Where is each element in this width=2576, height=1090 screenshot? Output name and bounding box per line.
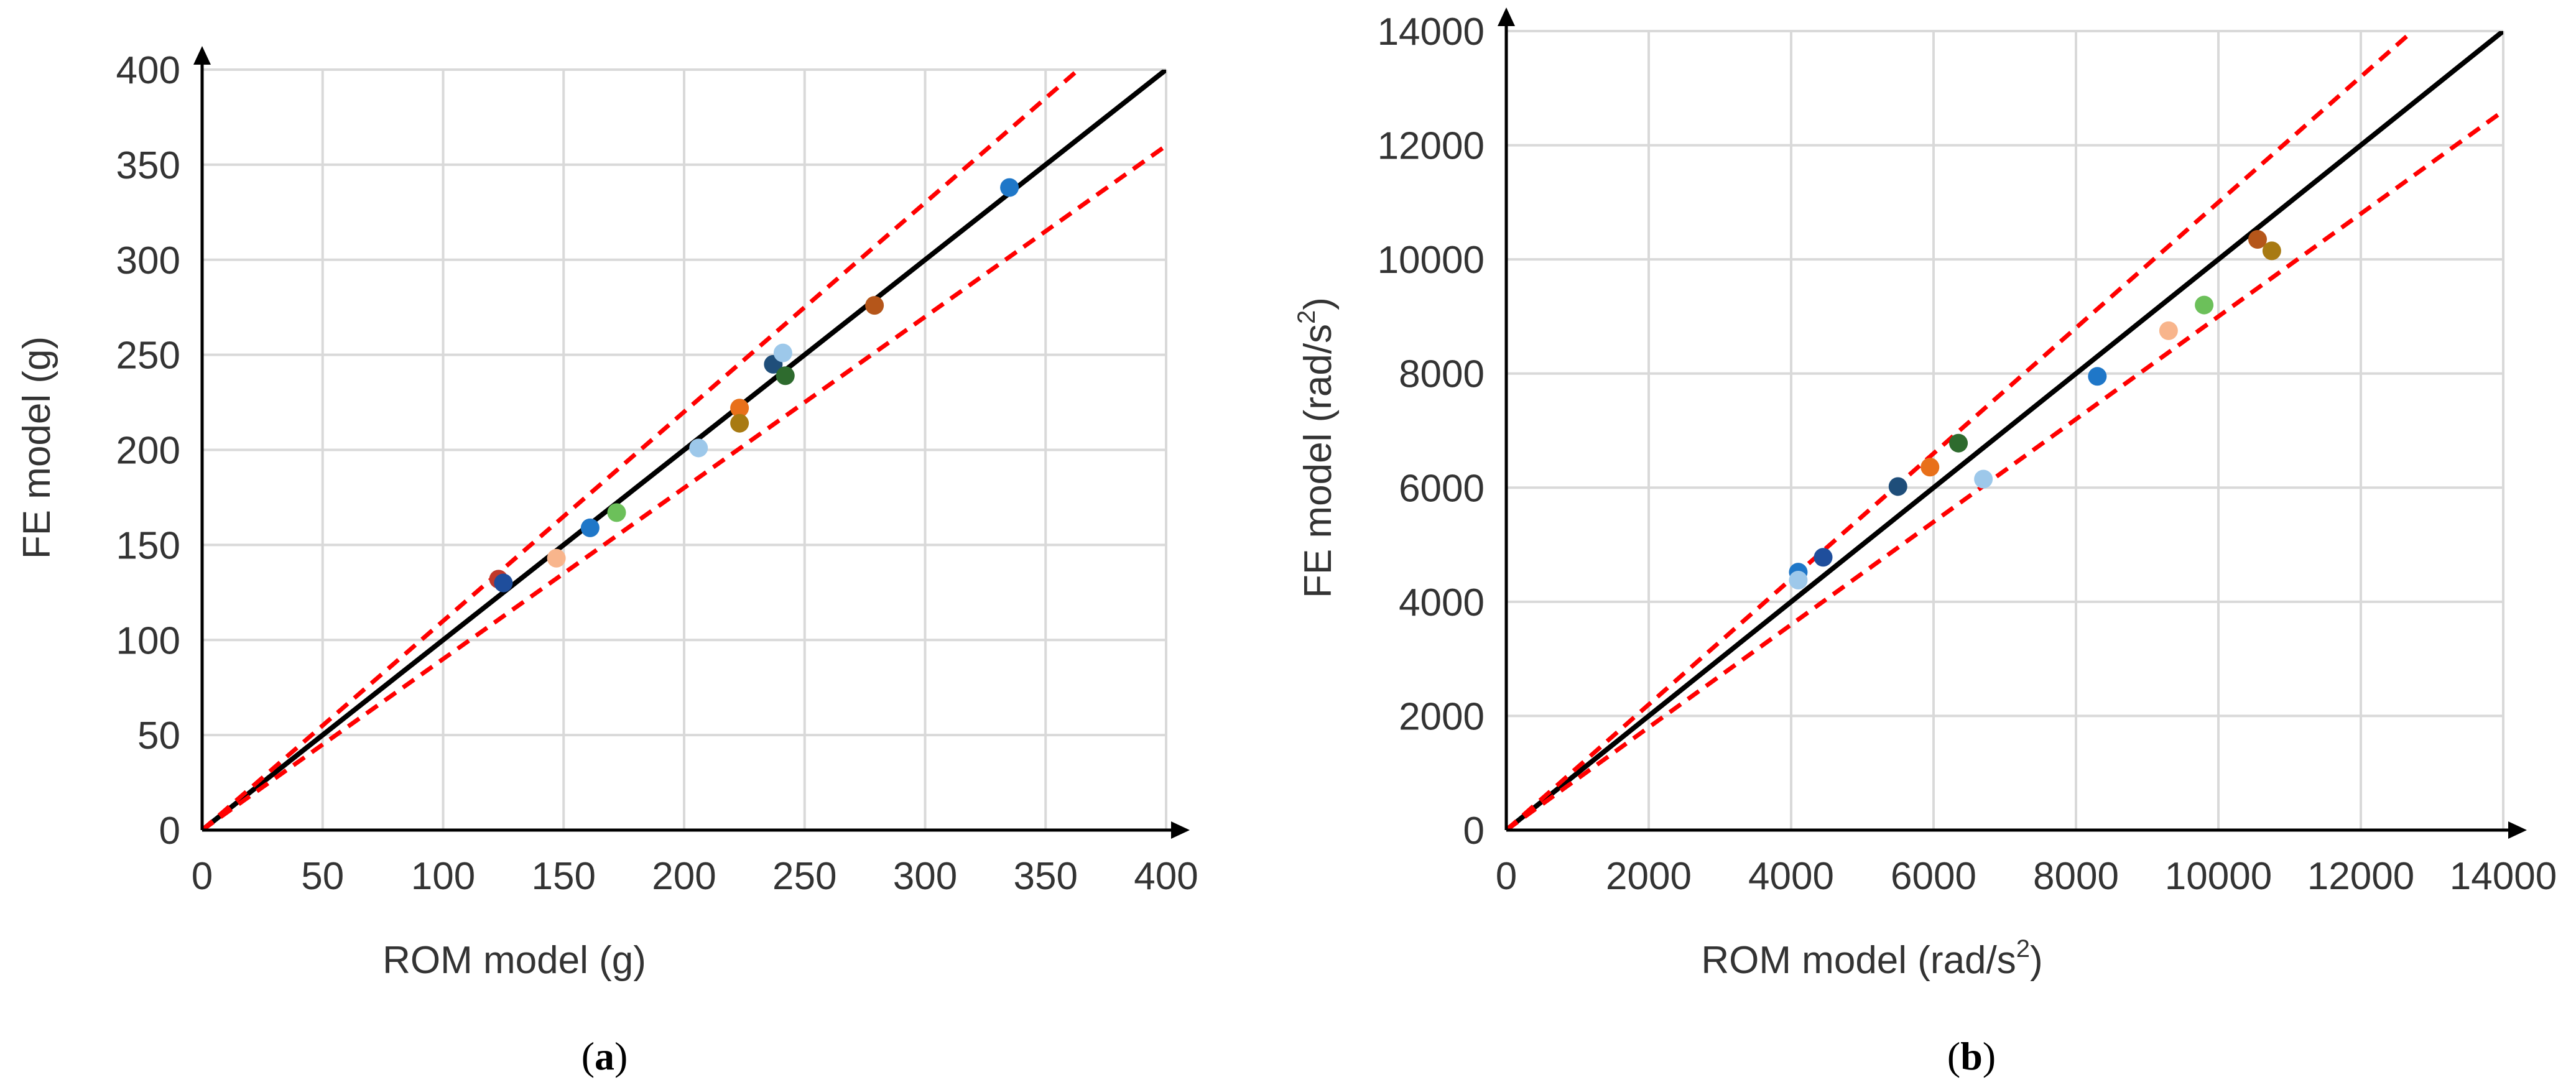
chart-b-data-point xyxy=(1949,433,1968,453)
chart-b-ref-line-y-x xyxy=(1506,31,2503,830)
chart-panel-a: 0 50 100 150 200 250 300 350 400 0 50 100 150 200 250… xyxy=(16,46,1198,1078)
chart-a-ref-line-upper-bound xyxy=(202,70,1080,830)
chart-a-y-tick-label: 300 xyxy=(116,239,180,282)
chart-b-ref-line-upper-bound xyxy=(1506,31,2414,830)
chart-b-y-tick-label: 10000 xyxy=(1378,239,1485,282)
chart-a-x-arrow xyxy=(1171,821,1190,839)
chart-a-x-tick-label: 50 xyxy=(301,855,344,898)
chart-a-axes xyxy=(193,46,1190,839)
chart-b-data-point xyxy=(2262,241,2281,261)
chart-a-data-point xyxy=(607,503,626,522)
chart-a-ref-line-y-x xyxy=(202,70,1166,830)
chart-b-data-point xyxy=(2088,367,2107,386)
chart-b-x-arrow xyxy=(2508,821,2527,839)
chart-b-data-point xyxy=(2195,295,2214,315)
chart-a-y-arrow xyxy=(193,46,211,65)
chart-b-x-tick-label: 12000 xyxy=(2307,855,2414,898)
chart-b-y-tick-label: 0 xyxy=(1463,810,1485,852)
chart-b-x-axis-title: ROM model (rad/s2) xyxy=(1701,935,2042,982)
chart-a-y-tick-label: 350 xyxy=(116,144,180,187)
chart-a-data-point xyxy=(494,573,513,593)
chart-b-x-tick-labels: 0 2000 4000 6000 8000 10000 12000 14000 xyxy=(1496,855,2557,898)
chart-b-ref-line-lower-bound xyxy=(1506,109,2503,830)
chart-b-y-tick-label: 4000 xyxy=(1399,581,1485,624)
chart-a-x-tick-label: 100 xyxy=(411,855,475,898)
chart-a-data-point xyxy=(865,296,884,315)
panel-label-b-letter: b xyxy=(1960,1034,1983,1078)
chart-a-data-point xyxy=(1000,178,1019,197)
chart-b-axes xyxy=(1498,7,2527,839)
chart-b-data-point xyxy=(1888,477,1907,496)
chart-b-x-tick-label: 0 xyxy=(1496,855,1517,898)
chart-a-data-point xyxy=(547,548,566,568)
chart-b-x-tick-label: 4000 xyxy=(1748,855,1834,898)
chart-a-data-point xyxy=(730,413,749,433)
panel-label-a: (a) xyxy=(581,1034,628,1078)
chart-a-y-tick-label: 0 xyxy=(159,810,180,852)
chart-b-x-tick-label: 6000 xyxy=(1891,855,1976,898)
chart-a-reference-lines xyxy=(202,70,1166,830)
chart-a-y-tick-label: 150 xyxy=(116,524,180,567)
chart-b-x-tick-label: 8000 xyxy=(2033,855,2119,898)
chart-a-y-tick-label: 200 xyxy=(116,430,180,473)
chart-b-data-point xyxy=(2248,230,2267,249)
chart-panel-b: 0 2000 4000 6000 8000 10000 12000 14000 0 2000 40… xyxy=(1293,7,2557,1078)
chart-b-y-tick-label: 6000 xyxy=(1399,467,1485,510)
chart-a-data-point xyxy=(730,399,749,418)
chart-a-x-tick-label: 400 xyxy=(1134,855,1198,898)
chart-b-y-tick-label: 12000 xyxy=(1378,125,1485,168)
chart-b-x-tick-label: 10000 xyxy=(2165,855,2272,898)
chart-a-data-point xyxy=(580,518,600,537)
chart-a-data-point xyxy=(773,343,792,363)
chart-a-x-tick-label: 150 xyxy=(532,855,596,898)
chart-a-points xyxy=(489,178,1019,593)
chart-b-y-arrow xyxy=(1498,7,1515,26)
chart-b-data-point xyxy=(1920,458,1940,477)
chart-b-y-tick-label: 8000 xyxy=(1399,353,1485,396)
chart-a-y-axis-title: FE model (g) xyxy=(16,336,58,559)
chart-b-reference-lines xyxy=(1506,31,2503,830)
chart-b-x-tick-label: 14000 xyxy=(2450,855,2557,898)
chart-a-x-axis-title: ROM model (g) xyxy=(382,939,646,982)
chart-a-y-tick-labels: 0 50 100 150 200 250 300 350 400 xyxy=(116,49,180,852)
chart-a-y-tick-label: 100 xyxy=(116,619,180,662)
chart-a-x-tick-label: 250 xyxy=(772,855,836,898)
chart-b-x-tick-label: 2000 xyxy=(1606,855,1692,898)
chart-a-y-tick-label: 50 xyxy=(137,714,180,757)
chart-b-y-tick-label: 2000 xyxy=(1399,695,1485,738)
chart-b-data-point xyxy=(1974,469,1993,489)
chart-a-x-tick-label: 200 xyxy=(652,855,716,898)
chart-a-x-tick-labels: 0 50 100 150 200 250 300 350 400 xyxy=(192,855,1198,898)
chart-a-data-point xyxy=(689,438,708,458)
chart-b-data-point xyxy=(1789,570,1808,589)
chart-b-data-point xyxy=(2159,321,2178,340)
chart-a-x-tick-label: 0 xyxy=(192,855,213,898)
chart-b-grid xyxy=(1506,30,2504,830)
chart-b-data-point xyxy=(1814,548,1833,567)
panel-label-b: (b) xyxy=(1947,1034,1996,1078)
chart-a-y-tick-label: 400 xyxy=(116,49,180,92)
chart-b-points xyxy=(1789,230,2281,589)
chart-b-y-tick-labels: 0 2000 4000 6000 8000 10000 12000 14000 xyxy=(1378,11,1485,852)
panel-label-a-letter: a xyxy=(595,1034,614,1078)
chart-b-y-tick-label: 14000 xyxy=(1378,11,1485,53)
chart-a-ref-line-lower-bound xyxy=(202,144,1166,830)
chart-b-y-axis-title: FE model (rad/s2) xyxy=(1293,297,1340,598)
chart-a-y-tick-label: 250 xyxy=(116,335,180,377)
chart-a-data-point xyxy=(776,366,795,386)
chart-a-x-tick-label: 350 xyxy=(1014,855,1078,898)
chart-a-x-tick-label: 300 xyxy=(893,855,957,898)
